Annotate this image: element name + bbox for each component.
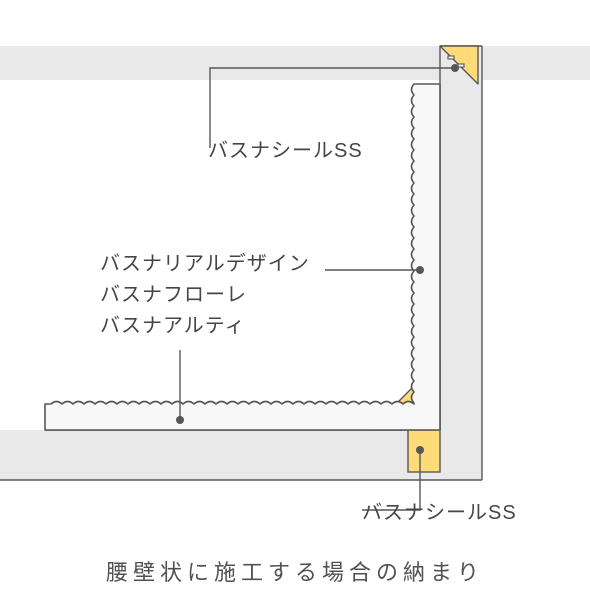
- diagram-canvas: 断面図 バスナシールSS バスナリアルデザイン バスナフローレ バスナアルティ …: [0, 0, 590, 600]
- label-sheet-line3: バスナアルティ: [100, 311, 310, 342]
- label-top-sealant: バスナシールSS: [208, 136, 363, 167]
- label-bottom-sealant: バスナシールSS: [362, 498, 517, 529]
- label-sheet-group: バスナリアルデザイン バスナフローレ バスナアルティ: [100, 249, 310, 342]
- label-sheet-line2: バスナフローレ: [100, 280, 310, 311]
- diagram-caption: 腰壁状に施工する場合の納まり: [0, 555, 590, 587]
- label-sheet-line1: バスナリアルデザイン: [100, 249, 310, 280]
